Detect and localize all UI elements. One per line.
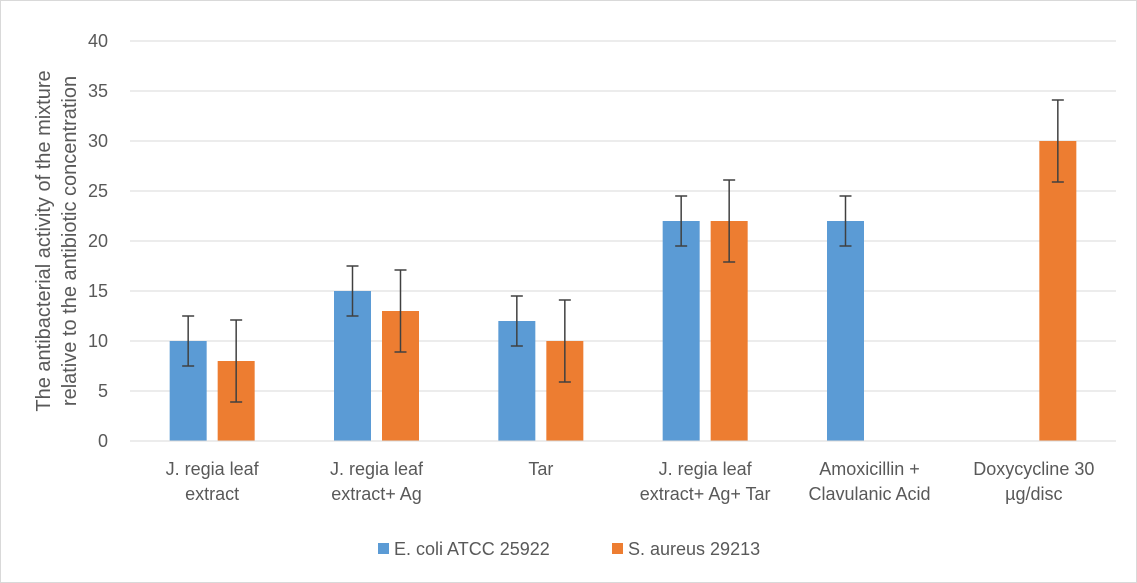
bar <box>662 221 700 441</box>
legend-swatch <box>378 543 389 554</box>
error-bar <box>230 319 243 403</box>
legend-item: S. aureus 29213 <box>612 539 760 559</box>
bar <box>1039 141 1077 441</box>
x-category-label: Tar <box>528 459 553 479</box>
legend-item: E. coli ATCC 25922 <box>378 539 550 559</box>
x-category-label: J. regia leaf extract+ Ag <box>330 459 424 504</box>
y-tick-label: 35 <box>88 81 108 101</box>
legend-swatch <box>612 543 623 554</box>
error-bar <box>182 315 195 367</box>
x-category-label: Amoxicillin + Clavulanic Acid <box>808 459 930 504</box>
error-bar <box>510 295 523 347</box>
error-bar <box>839 195 852 247</box>
bar <box>827 221 864 441</box>
error-bar <box>346 265 359 317</box>
x-category-label: J. regia leaf extract <box>166 459 260 504</box>
gridlines <box>130 40 1116 392</box>
legend-label: S. aureus 29213 <box>628 539 760 559</box>
error-bar <box>394 269 407 353</box>
y-tick-label: 15 <box>88 281 108 301</box>
x-category-label: J. regia leaf extract+ Ag+ Tar <box>640 459 771 504</box>
y-tick-label: 25 <box>88 181 108 201</box>
y-tick-label: 20 <box>88 231 108 251</box>
y-tick-label: 5 <box>98 381 108 401</box>
bars <box>169 99 1077 441</box>
y-tick-label: 40 <box>88 31 108 51</box>
error-bar <box>675 195 688 247</box>
y-axis-title: The antibacterial activity of the mixtur… <box>33 70 81 411</box>
error-bar <box>558 299 571 383</box>
y-axis-ticks: 0 5 10 15 20 25 30 35 40 <box>88 31 108 451</box>
error-bar <box>1051 99 1064 183</box>
error-bar <box>723 179 736 263</box>
y-tick-label: 0 <box>98 431 108 451</box>
legend-label: E. coli ATCC 25922 <box>394 539 550 559</box>
y-tick-label: 10 <box>88 331 108 351</box>
x-category-label: Doxycycline 30 µg/disc <box>973 459 1094 504</box>
y-tick-label: 30 <box>88 131 108 151</box>
x-axis-categories: J. regia leaf extract J. regia leaf extract… <box>166 459 1095 504</box>
legend: E. coli ATCC 25922 S. aureus 29213 <box>378 539 760 559</box>
